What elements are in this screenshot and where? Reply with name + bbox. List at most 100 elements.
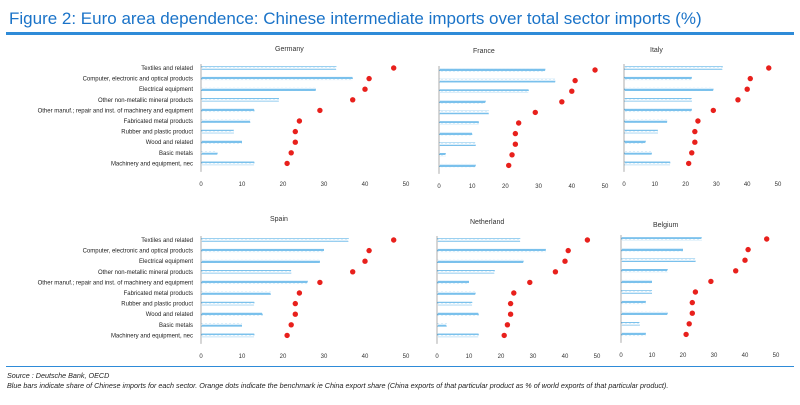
x-tick-label: 30 <box>713 182 720 188</box>
x-tick-label: 50 <box>403 182 410 188</box>
benchmark-dot <box>391 65 397 71</box>
x-tick-label: 10 <box>239 182 246 188</box>
category-label: Computer, electronic and optical product… <box>83 249 193 255</box>
bar <box>621 279 652 284</box>
bar <box>201 291 271 295</box>
benchmark-dot <box>507 311 514 317</box>
category-label: Rubber and plastic product <box>121 302 193 308</box>
bar <box>621 247 683 252</box>
bar <box>201 151 218 155</box>
bar <box>201 87 316 91</box>
category-label: Other manuf.; repair and inst. of machin… <box>38 280 194 286</box>
chart-title: Spain <box>270 216 288 223</box>
benchmark-dot <box>501 332 507 339</box>
category-label: Fabricated metal products <box>124 119 193 125</box>
bar <box>437 301 473 306</box>
x-tick-label: 0 <box>622 182 626 188</box>
figure-title: Figure 2: Euro area dependence: Chinese … <box>6 5 794 33</box>
bar <box>439 78 556 83</box>
benchmark-dot <box>569 88 575 94</box>
category-label: Electrical equipment <box>139 259 193 265</box>
bar <box>439 163 476 168</box>
benchmark-dot <box>683 331 689 338</box>
bar <box>439 68 546 72</box>
category-label: Wood and related <box>146 312 193 318</box>
bar <box>201 129 234 134</box>
benchmark-dot <box>317 279 323 286</box>
bar <box>621 237 702 241</box>
x-tick-label: 40 <box>362 354 369 360</box>
bar <box>439 110 489 115</box>
chart-title: Italy <box>650 47 663 54</box>
x-tick-label: 50 <box>773 353 780 359</box>
benchmark-dot <box>292 128 298 135</box>
bar <box>624 87 714 91</box>
bar <box>621 311 668 315</box>
category-label: Machinery and equipment, nec <box>111 161 193 167</box>
x-tick-label: 10 <box>649 353 656 359</box>
bar <box>201 161 255 166</box>
benchmark-dot <box>686 321 692 327</box>
benchmark-dot <box>742 257 748 263</box>
benchmark-dot <box>350 97 356 103</box>
bar <box>624 98 692 102</box>
x-tick-label: 20 <box>682 182 689 188</box>
bar <box>621 269 668 273</box>
chart-title: France <box>473 48 495 55</box>
bar <box>201 301 255 306</box>
chart-title: Belgium <box>653 222 678 229</box>
benchmark-dot <box>507 300 514 307</box>
bar <box>439 131 473 136</box>
bar <box>624 140 646 144</box>
category-label: Basic metals <box>159 151 193 157</box>
x-tick-label: 0 <box>437 184 441 190</box>
bar <box>624 108 692 113</box>
bar <box>437 291 476 295</box>
benchmark-dot <box>527 279 533 286</box>
x-tick-label: 30 <box>321 182 328 188</box>
bar <box>437 270 495 274</box>
x-tick-label: 0 <box>435 354 439 360</box>
benchmark-dot <box>710 107 717 114</box>
benchmark-dot <box>515 120 522 126</box>
benchmark-dot <box>689 150 695 156</box>
category-label: Basic metals <box>159 323 193 329</box>
bar <box>201 108 255 113</box>
x-tick-label: 20 <box>280 354 287 360</box>
bar <box>437 238 521 242</box>
benchmark-dot <box>766 65 772 71</box>
bar <box>624 151 652 155</box>
bar <box>624 66 723 70</box>
benchmark-dot <box>735 97 741 103</box>
bar <box>624 119 668 123</box>
bar <box>437 259 524 263</box>
x-tick-label: 0 <box>199 182 203 188</box>
bar <box>439 100 486 104</box>
benchmark-dot <box>509 152 515 158</box>
legend-note: Blue bars indicate share of Chinese impo… <box>7 381 669 390</box>
x-tick-label: 40 <box>562 354 569 360</box>
x-tick-label: 50 <box>602 184 609 190</box>
benchmark-dot <box>512 130 519 137</box>
benchmark-dot <box>317 107 323 114</box>
benchmark-dot <box>512 141 519 147</box>
benchmark-dot <box>692 128 698 135</box>
bar <box>621 322 640 326</box>
benchmark-dot <box>284 332 290 339</box>
bar <box>201 323 242 327</box>
x-tick-label: 0 <box>199 354 203 360</box>
benchmark-dot <box>685 160 692 167</box>
bar <box>201 259 320 263</box>
benchmark-dot <box>584 237 591 243</box>
benchmark-dot <box>764 236 770 242</box>
x-tick-label: 30 <box>321 354 328 360</box>
benchmark-dot <box>744 86 750 92</box>
footer-rule <box>6 366 794 367</box>
x-tick-label: 20 <box>502 184 509 190</box>
bar <box>439 89 529 93</box>
benchmark-dot <box>366 75 372 82</box>
category-label: Computer, electronic and optical product… <box>83 77 193 83</box>
bar <box>437 312 479 316</box>
bar <box>437 323 447 327</box>
bar <box>439 153 446 157</box>
